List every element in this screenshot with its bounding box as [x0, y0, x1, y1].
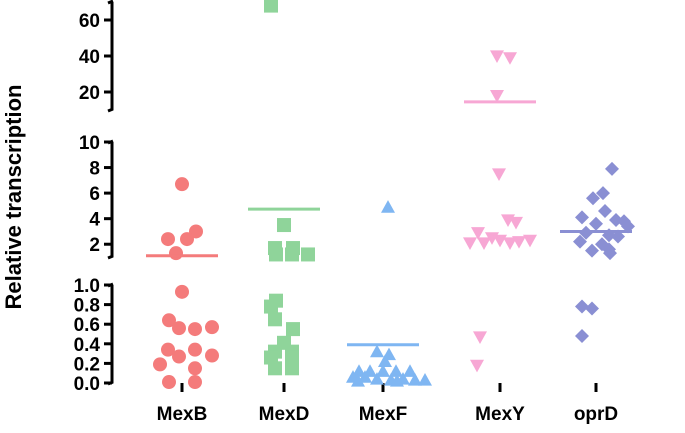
data-point: [301, 247, 315, 262]
data-point: [381, 200, 395, 213]
data-point: [161, 232, 175, 247]
data-point: [390, 374, 404, 387]
data-point: [175, 177, 189, 192]
data-point: [471, 227, 485, 240]
data-point: [162, 375, 176, 390]
data-point: [611, 229, 625, 244]
y-tick-label: 2: [89, 235, 100, 256]
data-point: [169, 246, 183, 261]
category-label: MexF: [359, 404, 408, 425]
y-tick-label: 40: [79, 47, 100, 68]
data-point: [389, 364, 403, 377]
data-point: [596, 186, 610, 201]
data-point: [408, 373, 422, 386]
y-axis: 20 40 60 2 4 6 8 10 0.00.20.40.60.81.0: [74, 0, 114, 395]
axis-break-mark: [107, 107, 114, 113]
y-tick-label: 10: [79, 133, 100, 154]
data-point: [575, 210, 589, 225]
axis-break-mark: [107, 254, 114, 260]
data-point: [285, 350, 299, 365]
data-point: [403, 364, 417, 377]
data-points: [153, 0, 635, 390]
data-point: [473, 331, 487, 344]
data-point: [269, 247, 283, 262]
data-point: [268, 361, 282, 376]
data-point: [180, 232, 194, 247]
data-point: [589, 216, 603, 231]
data-point: [621, 219, 635, 234]
data-point: [585, 301, 599, 316]
data-point: [376, 364, 390, 377]
data-point: [175, 284, 189, 299]
data-point: [586, 191, 600, 206]
data-point: [188, 361, 202, 376]
data-point: [264, 299, 278, 314]
data-point: [575, 328, 589, 343]
y-tick-label: 0.0: [74, 374, 100, 395]
category-label: MexY: [475, 404, 525, 425]
data-point: [418, 373, 432, 386]
data-point: [370, 344, 384, 358]
data-point: [188, 342, 202, 357]
data-point: [492, 168, 506, 181]
y-tick-label: 0.8: [74, 296, 100, 317]
data-point: [477, 237, 491, 250]
data-point: [493, 234, 507, 248]
data-point: [523, 234, 537, 248]
y-tick-label: 0.6: [74, 315, 100, 336]
data-point: [605, 161, 619, 176]
data-point: [205, 320, 219, 335]
category-label: oprD: [574, 404, 618, 425]
data-point: [277, 218, 291, 233]
data-point: [378, 354, 392, 368]
data-point: [268, 312, 282, 327]
category-label: MexB: [157, 404, 208, 425]
data-point: [503, 237, 517, 250]
data-point: [172, 321, 186, 336]
data-point: [351, 374, 365, 387]
axis-break-mark: [107, 0, 114, 5]
y-tick-label: 6: [89, 184, 100, 205]
data-point: [205, 348, 219, 363]
y-tick-label: 0.2: [74, 354, 100, 375]
y-tick-label: 0.4: [74, 335, 101, 356]
data-point: [286, 322, 300, 337]
data-point: [264, 0, 278, 13]
y-tick-label: 8: [89, 159, 100, 180]
data-point: [503, 52, 517, 65]
data-point: [188, 322, 202, 337]
category-label: MexD: [259, 404, 310, 425]
mean-lines: [146, 100, 632, 347]
data-point: [585, 243, 599, 258]
data-point: [573, 234, 587, 249]
data-point: [162, 313, 176, 328]
y-tick-label: 20: [79, 83, 100, 104]
data-point: [490, 90, 504, 103]
data-point: [285, 247, 299, 262]
data-point: [188, 375, 202, 390]
data-point: [352, 364, 366, 377]
y-tick-label: 1.0: [74, 276, 100, 297]
data-point: [153, 357, 167, 372]
data-point: [370, 372, 384, 385]
data-point: [575, 299, 589, 314]
y-axis-title: Relative transcription: [1, 85, 26, 310]
data-point: [285, 361, 299, 376]
data-point: [264, 350, 278, 365]
data-point: [172, 349, 186, 364]
data-point: [358, 370, 372, 383]
y-tick-label: 4: [89, 210, 100, 231]
x-axis-categories: MexB MexD MexF MexY oprD: [157, 383, 618, 425]
data-point: [490, 50, 504, 63]
y-tick-label: 60: [79, 11, 100, 32]
data-point: [509, 216, 523, 230]
data-point: [161, 342, 175, 357]
data-point: [470, 359, 484, 373]
data-point: [463, 237, 477, 250]
data-point: [598, 204, 612, 218]
data-point: [603, 246, 617, 261]
